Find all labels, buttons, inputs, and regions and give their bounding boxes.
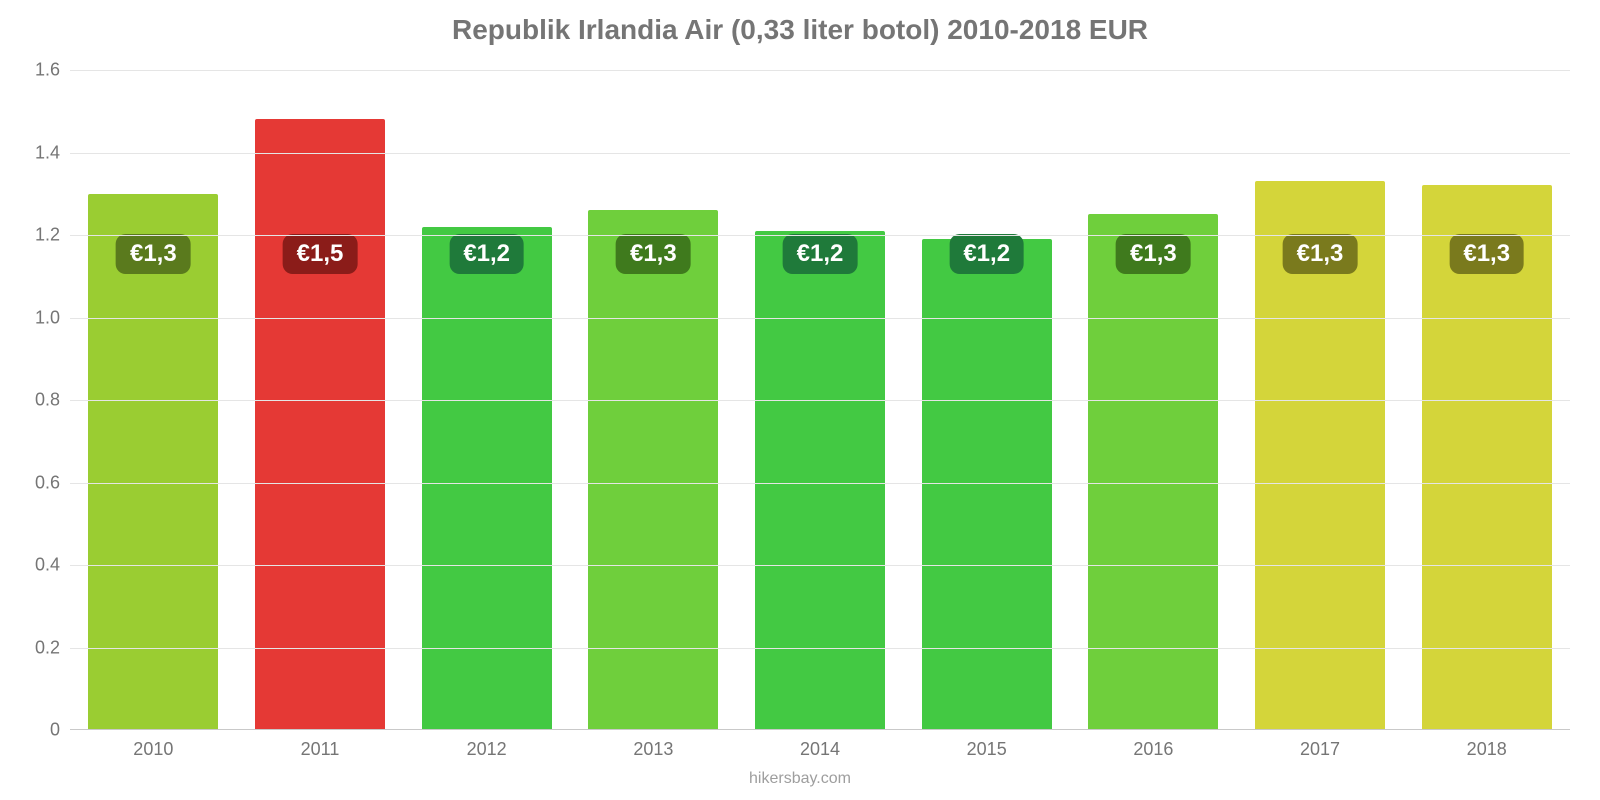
x-tick-label: 2018 <box>1467 739 1507 760</box>
value-label: €1,3 <box>116 234 191 274</box>
y-tick-label: 0.4 <box>35 555 60 576</box>
grid-line <box>70 235 1570 236</box>
grid-line <box>70 648 1570 649</box>
value-label: €1,3 <box>1449 234 1524 274</box>
y-tick-label: 0.2 <box>35 637 60 658</box>
y-tick-label: 0 <box>50 720 60 741</box>
grid-line <box>70 70 1570 71</box>
price-chart: Republik Irlandia Air (0,33 liter botol)… <box>0 0 1600 800</box>
grid-line <box>70 483 1570 484</box>
y-tick-label: 0.6 <box>35 472 60 493</box>
value-label: €1,3 <box>616 234 691 274</box>
grid-line <box>70 565 1570 566</box>
x-tick-label: 2010 <box>133 739 173 760</box>
bar <box>755 231 885 729</box>
chart-footer: hikersbay.com <box>0 770 1600 788</box>
x-tick-label: 2013 <box>633 739 673 760</box>
bar <box>422 227 552 729</box>
bar <box>88 194 218 729</box>
value-label: €1,2 <box>449 234 524 274</box>
y-tick-label: 0.8 <box>35 390 60 411</box>
x-tick-label: 2012 <box>467 739 507 760</box>
y-tick-label: 1.0 <box>35 307 60 328</box>
x-tick-label: 2016 <box>1133 739 1173 760</box>
value-label: €1,2 <box>949 234 1024 274</box>
grid-line <box>70 153 1570 154</box>
value-label: €1,3 <box>1116 234 1191 274</box>
x-tick-label: 2015 <box>967 739 1007 760</box>
y-tick-label: 1.4 <box>35 142 60 163</box>
y-tick-label: 1.6 <box>35 60 60 81</box>
plot-area: €1,32010€1,52011€1,22012€1,32013€1,22014… <box>70 70 1570 730</box>
x-tick-label: 2017 <box>1300 739 1340 760</box>
bar <box>922 239 1052 729</box>
y-tick-label: 1.2 <box>35 225 60 246</box>
bar <box>1088 214 1218 729</box>
x-tick-label: 2014 <box>800 739 840 760</box>
value-label: €1,3 <box>1283 234 1358 274</box>
grid-line <box>70 400 1570 401</box>
bar <box>588 210 718 729</box>
x-tick-label: 2011 <box>301 739 340 760</box>
value-label: €1,5 <box>283 234 358 274</box>
value-label: €1,2 <box>783 234 858 274</box>
chart-title: Republik Irlandia Air (0,33 liter botol)… <box>0 14 1600 46</box>
bar <box>255 119 385 729</box>
grid-line <box>70 318 1570 319</box>
